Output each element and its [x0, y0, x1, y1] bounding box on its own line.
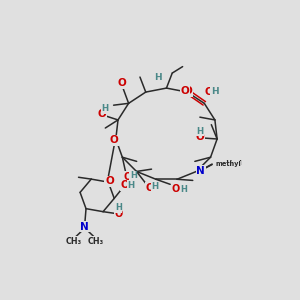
Text: CH₃: CH₃: [66, 236, 82, 245]
Text: N: N: [80, 222, 89, 232]
Text: O: O: [204, 87, 213, 97]
Text: H: H: [115, 203, 122, 212]
Text: O: O: [98, 109, 106, 119]
Text: O: O: [172, 184, 180, 194]
Text: H: H: [128, 181, 135, 190]
Text: O: O: [145, 183, 154, 193]
Text: H: H: [154, 73, 161, 82]
Text: H: H: [211, 87, 219, 96]
Text: CH₃: CH₃: [87, 236, 103, 245]
Text: O: O: [114, 208, 123, 218]
Text: H: H: [196, 127, 203, 136]
Text: methyl: methyl: [215, 161, 241, 167]
Text: O: O: [181, 86, 190, 96]
Text: methyl: methyl: [214, 160, 242, 166]
Text: O: O: [105, 176, 114, 186]
Text: O: O: [183, 86, 192, 96]
Text: O: O: [195, 132, 204, 142]
Text: O: O: [124, 172, 132, 182]
Text: H: H: [151, 182, 158, 191]
Text: H: H: [130, 171, 136, 180]
Text: H: H: [101, 104, 108, 113]
Text: O: O: [110, 135, 118, 145]
Text: H: H: [180, 185, 187, 194]
Text: N: N: [196, 166, 205, 176]
Text: O: O: [117, 79, 126, 88]
Text: O: O: [121, 181, 130, 190]
